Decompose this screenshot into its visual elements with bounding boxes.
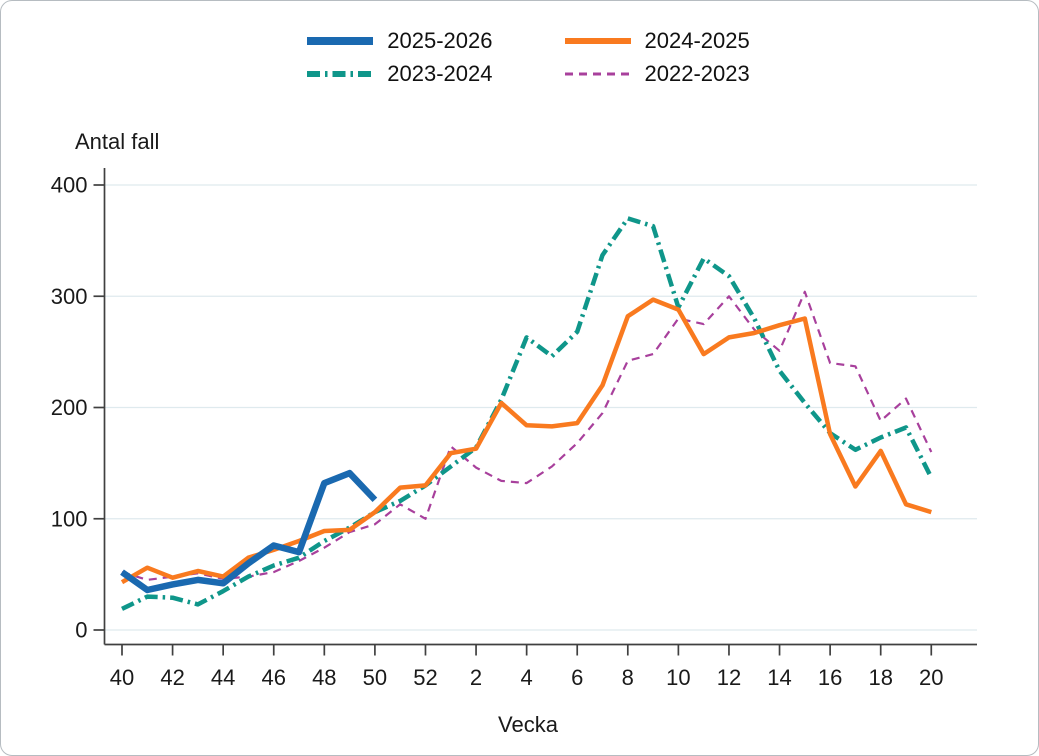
legend-grid: 2025-2026 2024-2025 2023-2024 2022-2023 <box>289 28 750 87</box>
series-layer <box>120 216 934 611</box>
x-tick-label: 44 <box>211 665 235 690</box>
x-tick-label: 20 <box>919 665 943 690</box>
series-line-2025-2026 <box>120 469 378 594</box>
gridlines-layer <box>105 184 977 631</box>
x-tick-label: 48 <box>312 665 336 690</box>
x-tick-label: 42 <box>160 665 184 690</box>
x-tick-label: 10 <box>666 665 690 690</box>
x-tick-label: 2 <box>470 665 482 690</box>
legend-line-swatch-2024-2025 <box>564 38 631 45</box>
y-tick-label: 400 <box>51 173 88 198</box>
legend-item-2022-2023: 2022-2023 <box>564 61 750 87</box>
legend-label: 2024-2025 <box>644 28 750 53</box>
x-tick-label: 16 <box>818 665 842 690</box>
y-tick-label: 200 <box>51 395 88 420</box>
x-tick-label: 50 <box>363 665 387 690</box>
y-tick-label: 100 <box>51 506 88 531</box>
series-line-2022-2023 <box>121 290 933 582</box>
x-tick-label: 46 <box>261 665 285 690</box>
x-tick-label: 40 <box>110 665 134 690</box>
y-axis-title: Antal fall <box>75 129 159 154</box>
x-tick-label: 18 <box>868 665 892 690</box>
x-tick-label: 14 <box>767 665 791 690</box>
legend-line-swatch-2023-2024 <box>307 71 374 78</box>
axes-layer <box>93 168 977 656</box>
x-tick-label: 8 <box>622 665 634 690</box>
legend-item-2025-2026: 2025-2026 <box>307 28 493 53</box>
x-tick-label: 4 <box>521 665 533 690</box>
legend-line-swatch-2025-2026 <box>307 37 374 46</box>
chart-legend: 2025-2026 2024-2025 2023-2024 2022-2023 <box>1 28 1038 87</box>
y-tick-label: 300 <box>51 284 88 309</box>
legend-item-2023-2024: 2023-2024 <box>307 61 493 87</box>
legend-label: 2022-2023 <box>644 61 750 87</box>
x-axis-title: Vecka <box>498 712 559 737</box>
x-tick-label: 6 <box>571 665 583 690</box>
y-tick-label: 0 <box>75 618 87 643</box>
legend-line-swatch-2022-2023 <box>564 72 631 76</box>
legend-item-2024-2025: 2024-2025 <box>564 28 750 53</box>
legend-label: 2023-2024 <box>387 61 493 87</box>
x-tick-label: 52 <box>413 665 437 690</box>
series-line-2023-2024 <box>121 216 934 611</box>
legend-label: 2025-2026 <box>387 28 493 53</box>
x-tick-label: 12 <box>717 665 741 690</box>
